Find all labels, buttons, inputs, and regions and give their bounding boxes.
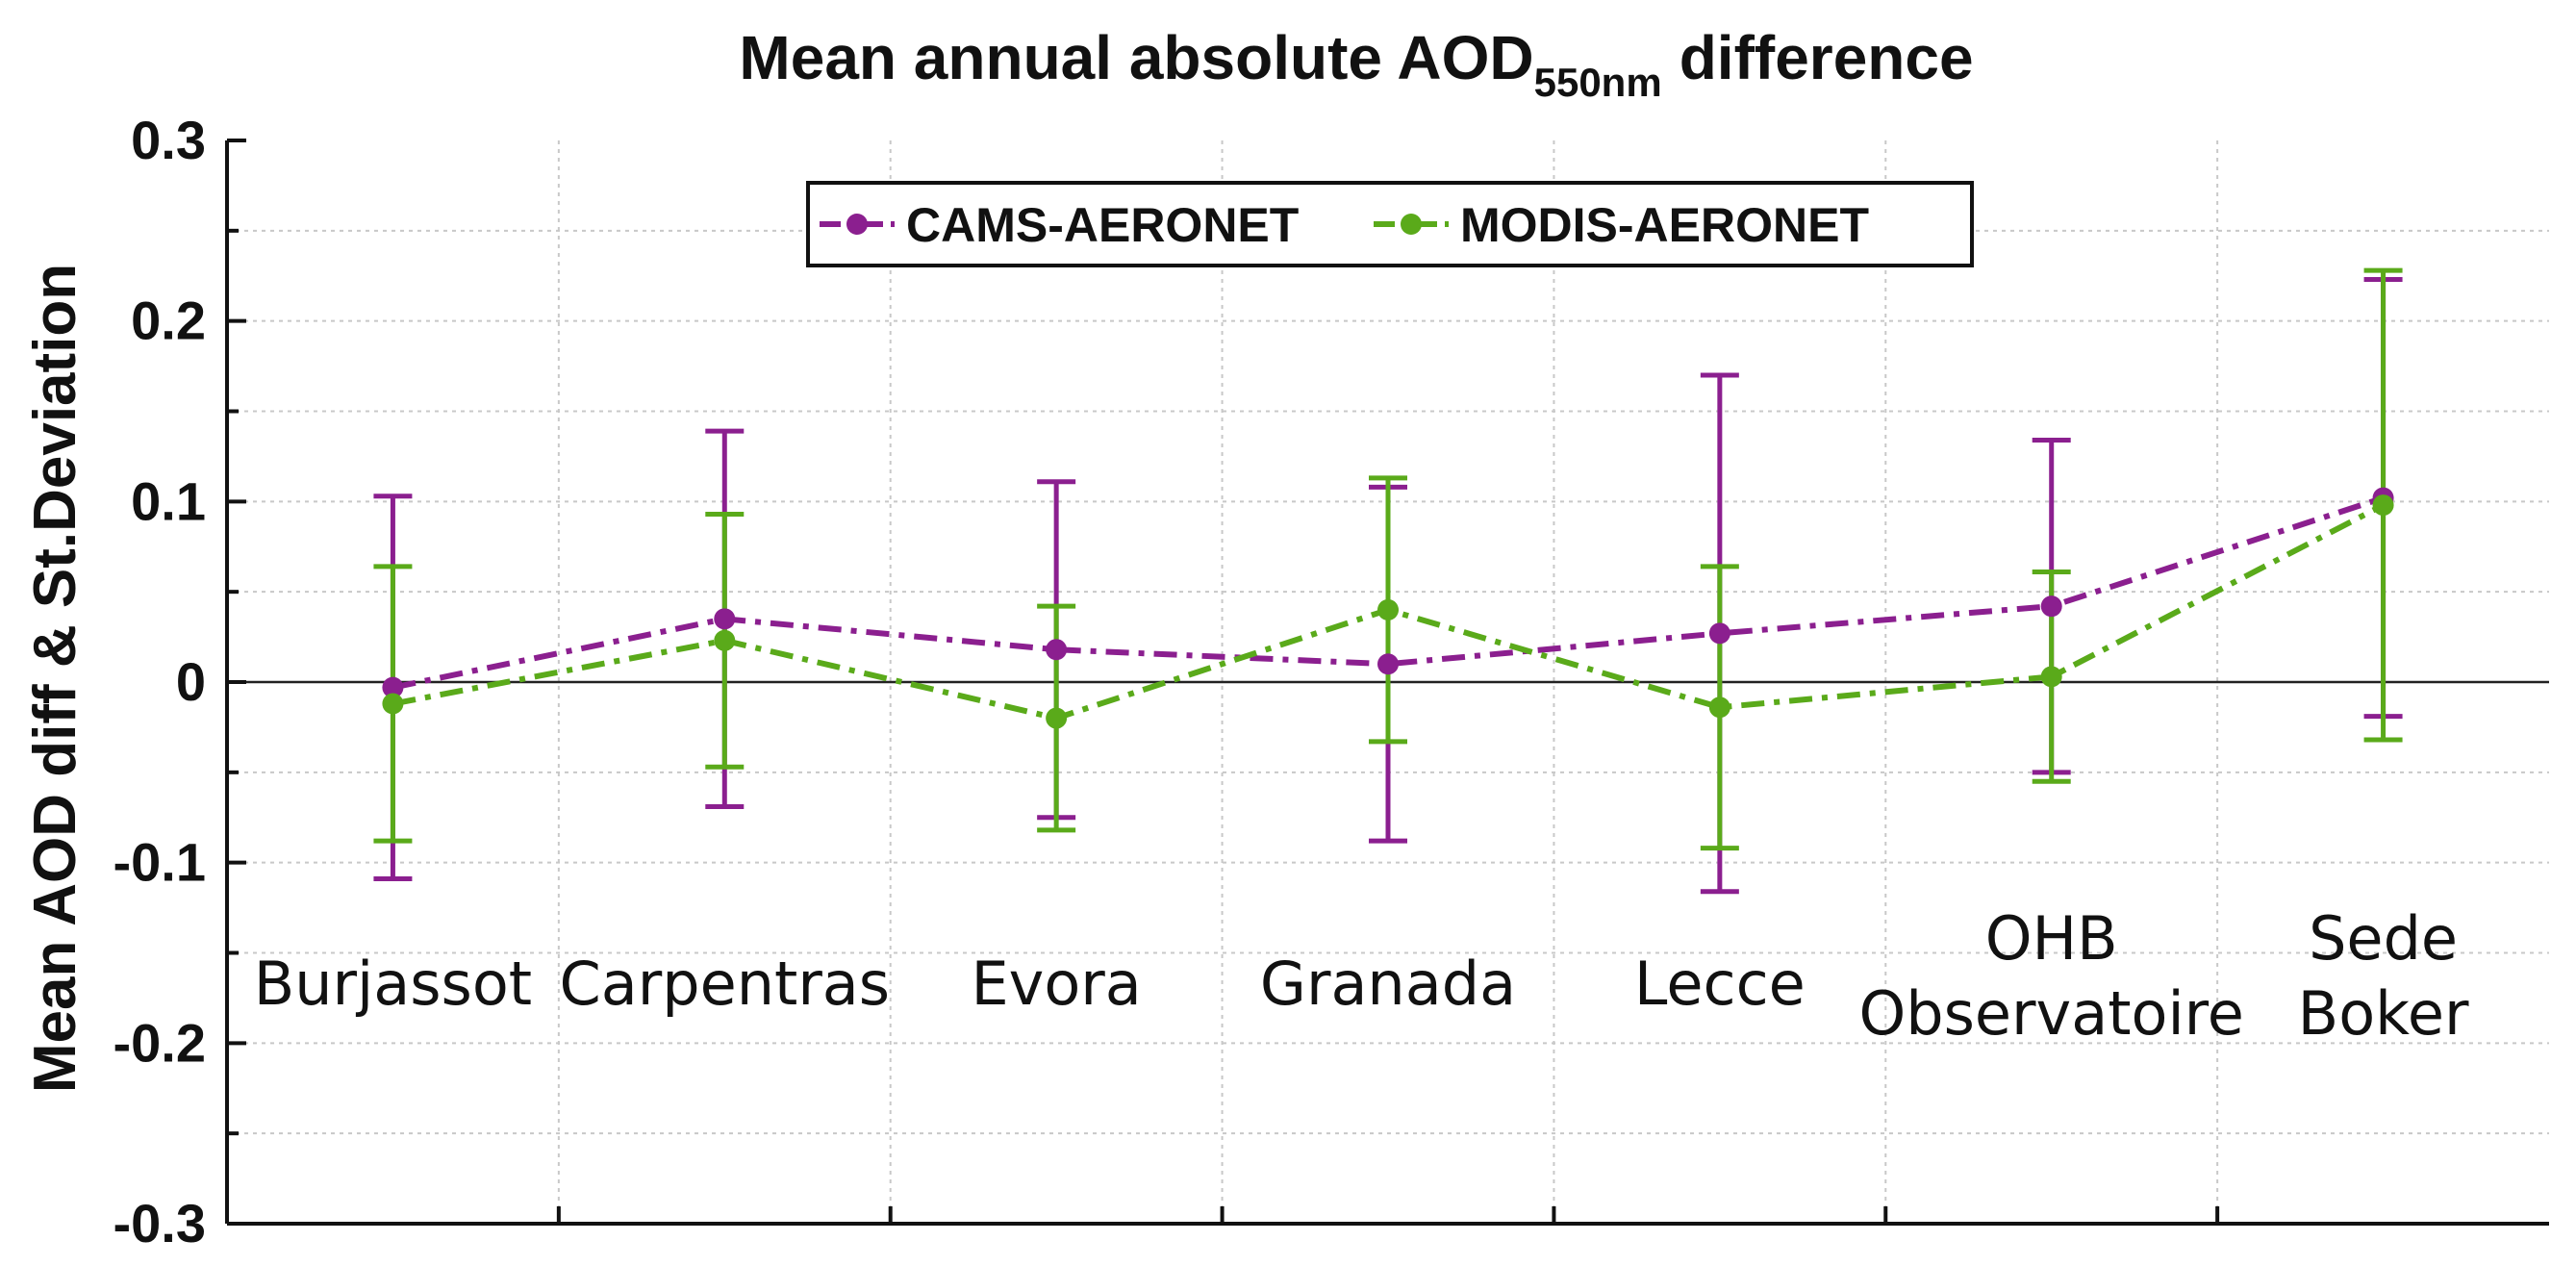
legend-modis-label: MODIS-AERONET bbox=[1460, 198, 1869, 252]
data-point-0 bbox=[714, 608, 736, 630]
data-point-1 bbox=[1046, 707, 1068, 729]
data-point-1 bbox=[382, 693, 404, 715]
category-label: Lecce bbox=[1634, 949, 1806, 1019]
chart-title-main: Mean annual absolute AOD bbox=[739, 23, 1533, 92]
y-axis-label: Mean AOD diff & St.Deviation bbox=[22, 264, 88, 1093]
data-point-1 bbox=[714, 629, 736, 651]
data-point-0 bbox=[2040, 595, 2062, 618]
y-tick-label: 0.3 bbox=[131, 110, 206, 170]
chart-title-suffix: difference bbox=[1679, 23, 1974, 92]
y-tick-label: -0.2 bbox=[114, 1012, 207, 1073]
data-point-1 bbox=[2040, 666, 2062, 688]
y-tick-label: 0.1 bbox=[131, 470, 206, 531]
axes bbox=[225, 139, 2549, 1226]
category-label: Sede bbox=[2309, 903, 2458, 974]
y-tick-labels: 0.3 0.2 0.1 0 -0.1 -0.2 -0.3 bbox=[114, 110, 207, 1253]
data-point-0 bbox=[1377, 653, 1399, 675]
chart-title-subscript: 550nm bbox=[1534, 60, 1662, 105]
legend-cams-marker bbox=[846, 214, 868, 235]
y-tick-label: -0.3 bbox=[114, 1193, 207, 1253]
data-point-1 bbox=[1377, 598, 1399, 620]
category-label: Burjassot bbox=[254, 949, 532, 1019]
legend-cams-label: CAMS-AERONET bbox=[906, 198, 1299, 252]
series-layer bbox=[373, 267, 2403, 895]
y-tick-label: -0.1 bbox=[114, 832, 207, 893]
data-point-0 bbox=[1046, 639, 1068, 661]
chart-title: Mean annual absolute AOD550nm difference bbox=[739, 23, 1973, 105]
legend: CAMS-AERONET MODIS-AERONET bbox=[806, 181, 1974, 267]
category-label: Carpentras bbox=[559, 949, 890, 1019]
category-label: Observatoire bbox=[1858, 978, 2244, 1049]
y-tick-label: 0 bbox=[176, 651, 206, 712]
category-label: OHB bbox=[1985, 903, 2118, 974]
data-point-0 bbox=[382, 676, 404, 698]
x-category-labels: Burjassot Carpentras Evora Granada Lecce OHBO… bbox=[254, 903, 2469, 1049]
y-tick-label: 0.2 bbox=[131, 291, 206, 351]
category-label: Evora bbox=[972, 949, 1142, 1019]
data-point-0 bbox=[1708, 622, 1730, 645]
category-label: Boker bbox=[2298, 978, 2469, 1049]
data-point-1 bbox=[1708, 696, 1730, 719]
data-point-1 bbox=[2372, 494, 2394, 517]
category-label: Granada bbox=[1260, 949, 1516, 1019]
legend-modis-marker bbox=[1401, 214, 1422, 235]
